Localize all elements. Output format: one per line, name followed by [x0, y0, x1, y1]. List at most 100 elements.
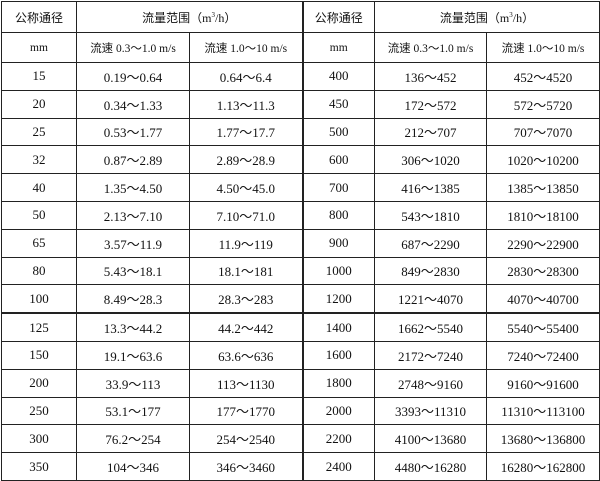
diameter-cell: 700 — [301, 173, 375, 202]
diameter-cell: 350 — [1, 452, 77, 481]
flow-low-cell: 76.2～254 — [76, 424, 190, 454]
flow-low-cell: 0.34～1.33 — [76, 89, 190, 119]
table-row: 20 0.34～1.33 1.13～11.3 450 172～572 572～5720 — [1, 89, 600, 119]
header-nominal-diameter: 公称通径 — [1, 1, 77, 33]
table-row: 40 1.35～4.50 4.50～45.0 700 416～1385 1385～1385… — [1, 173, 600, 202]
flow-low-cell: 849～2830 — [374, 256, 487, 286]
diameter-cell: 900 — [301, 228, 375, 258]
flow-low-cell: 306～1020 — [374, 145, 487, 175]
subheader-row: mm 流速 0.3～1.0 m/s 流速 1.0～10 m/s mm 流速 0.… — [1, 32, 600, 63]
flow-high-cell: 4070～40700 — [486, 284, 600, 314]
flow-low-cell: 543～1810 — [374, 200, 487, 230]
flow-low-cell: 1.35～4.50 — [76, 173, 190, 202]
flow-high-cell: 9160～91600 — [486, 368, 600, 398]
diameter-cell: 600 — [301, 145, 375, 175]
flow-low-cell: 1662～5540 — [374, 312, 487, 342]
diameter-cell: 80 — [1, 256, 77, 286]
diameter-cell: 2200 — [301, 424, 375, 454]
flow-high-cell: 572～5720 — [486, 89, 600, 119]
diameter-cell: 15 — [1, 62, 77, 91]
flow-low-cell: 0.53～1.77 — [76, 117, 190, 147]
flow-high-cell: 63.6～636 — [189, 340, 303, 370]
flow-high-cell: 4.50～45.0 — [189, 173, 303, 202]
flow-low-cell: 3393～11310 — [374, 396, 487, 426]
diameter-cell: 100 — [1, 284, 77, 314]
flow-low-cell: 2748～9160 — [374, 368, 487, 398]
flow-high-cell: 11.9～119 — [189, 228, 303, 258]
table-row: 25 0.53～1.77 1.77～17.7 500 212～707 707～7070 — [1, 117, 600, 147]
diameter-cell: 400 — [301, 62, 375, 91]
header-row: 公称通径 流量范围（m3/h） 公称通径 流量范围（m3/h） — [1, 1, 600, 33]
flow-low-cell: 4100～13680 — [374, 424, 487, 454]
diameter-cell: 200 — [1, 368, 77, 398]
diameter-cell: 300 — [1, 424, 77, 454]
diameter-cell: 20 — [1, 89, 77, 119]
table-row: 250 53.1～177 177～1770 2000 3393～11310 11310～1… — [1, 396, 600, 426]
table-row: 350 104～346 346～3460 2400 4480～16280 16280～16… — [1, 452, 600, 481]
table-row: 125 13.3～44.2 44.2～442 1400 1662～5540 5540～55… — [1, 312, 600, 342]
flow-low-cell: 19.1～63.6 — [76, 340, 190, 370]
diameter-cell: 125 — [1, 312, 77, 342]
flow-high-cell: 16280～162800 — [486, 452, 600, 481]
flow-low-cell: 33.9～113 — [76, 368, 190, 398]
header-speed-low: 流速 0.3～1.0 m/s — [374, 32, 487, 63]
flow-high-cell: 5540～55400 — [486, 312, 600, 342]
flow-low-cell: 53.1～177 — [76, 396, 190, 426]
flow-low-cell: 3.57～11.9 — [76, 228, 190, 258]
flow-high-cell: 11310～113100 — [486, 396, 600, 426]
flow-low-cell: 1221～4070 — [374, 284, 487, 314]
flow-high-cell: 7240～72400 — [486, 340, 600, 370]
diameter-cell: 25 — [1, 117, 77, 147]
diameter-cell: 500 — [301, 117, 375, 147]
table-row: 32 0.87～2.89 2.89～28.9 600 306～1020 1020～1020… — [1, 145, 600, 175]
flow-low-cell: 13.3～44.2 — [76, 312, 190, 342]
flow-high-cell: 177～1770 — [189, 396, 303, 426]
diameter-cell: 50 — [1, 200, 77, 230]
header-speed-high: 流速 1.0～10 m/s — [189, 32, 303, 63]
flow-low-cell: 0.87～2.89 — [76, 145, 190, 175]
flow-high-cell: 2290～22900 — [486, 228, 600, 258]
flow-high-cell: 254～2540 — [189, 424, 303, 454]
flow-low-cell: 416～1385 — [374, 173, 487, 202]
diameter-cell: 450 — [301, 89, 375, 119]
flow-high-cell: 707～7070 — [486, 117, 600, 147]
flow-high-cell: 7.10～71.0 — [189, 200, 303, 230]
flow-low-cell: 104～346 — [76, 452, 190, 481]
flow-low-cell: 0.19～0.64 — [76, 62, 190, 91]
flow-high-cell: 452～4520 — [486, 62, 600, 91]
flow-high-cell: 0.64～6.4 — [189, 62, 303, 91]
table-row: 200 33.9～113 113～1130 1800 2748～9160 9160～916… — [1, 368, 600, 398]
diameter-cell: 1000 — [301, 256, 375, 286]
flow-high-cell: 28.3～283 — [189, 284, 303, 314]
flow-low-cell: 136～452 — [374, 62, 487, 91]
table-row: 150 19.1～63.6 63.6～636 1600 2172～7240 7240～72… — [1, 340, 600, 370]
header-unit: mm — [301, 32, 375, 63]
table-row: 50 2.13～7.10 7.10～71.0 800 543～1810 1810～1810… — [1, 200, 600, 230]
table-row: 80 5.43～18.1 18.1～181 1000 849～2830 2830～2830… — [1, 256, 600, 286]
flow-low-cell: 8.49～28.3 — [76, 284, 190, 314]
flow-high-cell: 346～3460 — [189, 452, 303, 481]
flow-high-cell: 18.1～181 — [189, 256, 303, 286]
flow-high-cell: 1385～13850 — [486, 173, 600, 202]
flow-low-cell: 4480～16280 — [374, 452, 487, 481]
diameter-cell: 1600 — [301, 340, 375, 370]
flow-high-cell: 1810～18100 — [486, 200, 600, 230]
diameter-cell: 250 — [1, 396, 77, 426]
header-speed-low: 流速 0.3～1.0 m/s — [76, 32, 190, 63]
diameter-cell: 65 — [1, 228, 77, 258]
flow-low-cell: 5.43～18.1 — [76, 256, 190, 286]
header-flow-range: 流量范围（m3/h） — [76, 1, 303, 33]
flow-low-cell: 687～2290 — [374, 228, 487, 258]
header-speed-high: 流速 1.0～10 m/s — [486, 32, 600, 63]
table-row: 15 0.19～0.64 0.64～6.4 400 136～452 452～4520 — [1, 62, 600, 91]
flow-high-cell: 44.2～442 — [189, 312, 303, 342]
diameter-cell: 1800 — [301, 368, 375, 398]
flow-high-cell: 2.89～28.9 — [189, 145, 303, 175]
header-nominal-diameter: 公称通径 — [301, 1, 375, 33]
flow-low-cell: 2.13～7.10 — [76, 200, 190, 230]
diameter-cell: 2000 — [301, 396, 375, 426]
diameter-cell: 2400 — [301, 452, 375, 481]
header-unit: mm — [1, 32, 77, 63]
diameter-cell: 1200 — [301, 284, 375, 314]
